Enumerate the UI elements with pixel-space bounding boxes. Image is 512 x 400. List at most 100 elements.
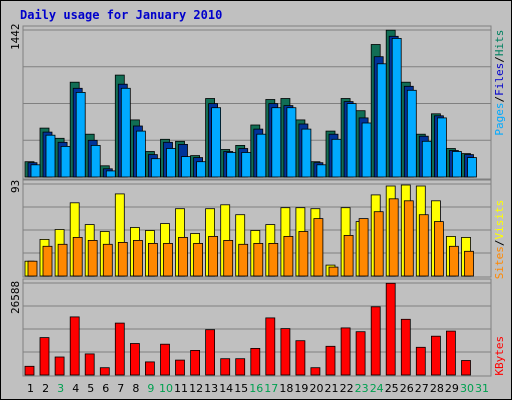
hits-bar-pages — [226, 152, 237, 178]
x-tick-label: 27 — [415, 382, 429, 395]
hits-bar-pages — [120, 87, 131, 178]
visits-bar-sites — [373, 211, 384, 277]
x-tick-label: 31 — [475, 382, 489, 395]
hits-bar-pages — [436, 117, 447, 178]
kbytes-bar-kbytes — [430, 335, 441, 376]
kbytes-bar-kbytes — [295, 340, 306, 376]
visits-bar-sites — [358, 218, 369, 277]
kbytes-bar-kbytes — [325, 345, 336, 376]
hits-ymax-label: 1442 — [9, 24, 22, 51]
visits-bar-sites — [268, 242, 279, 277]
hits-bar-pages — [346, 103, 357, 178]
hits-bar-pages — [286, 107, 297, 178]
visits-bar-sites — [117, 241, 128, 277]
x-tick-label: 18 — [279, 382, 293, 395]
kbytes-bar-kbytes — [99, 367, 110, 376]
x-tick-label: 22 — [340, 382, 354, 395]
x-tick-label: 29 — [445, 382, 459, 395]
x-tick-label: 19 — [294, 382, 308, 395]
visits-bar-sites — [433, 221, 444, 277]
visits-bar-sites — [464, 250, 474, 277]
kbytes-bar-kbytes — [205, 329, 216, 376]
x-tick-label: 8 — [132, 382, 139, 395]
visits-bar-sites — [42, 245, 53, 277]
kbytes-bar-kbytes — [235, 358, 246, 376]
visits-bar-sites — [72, 236, 83, 277]
kbytes-bar-kbytes — [129, 343, 140, 376]
visits-bar-sites — [343, 234, 354, 277]
hits-bar-pages — [271, 107, 282, 178]
hits-bar-pages — [391, 38, 402, 178]
kbytes-bar-kbytes — [114, 322, 125, 376]
visits-ymax-label: 93 — [9, 180, 22, 193]
hits-bar-pages — [45, 134, 56, 178]
hits-legend-separator: / — [493, 96, 506, 103]
x-tick-label: 4 — [72, 382, 79, 395]
x-tick-label: 6 — [102, 382, 109, 395]
hits-bar-pages — [196, 161, 207, 178]
visits-bar-sites — [238, 243, 249, 277]
kbytes-bar-kbytes — [340, 327, 351, 376]
kbytes-bar-kbytes — [310, 367, 321, 376]
visits-legend-visits: Visits — [493, 200, 506, 240]
hits-bar-pages — [361, 122, 372, 178]
visits-bar-sites — [388, 198, 399, 277]
x-tick-label: 5 — [87, 382, 94, 395]
visits-bar-sites — [313, 218, 324, 277]
kbytes-bar-kbytes — [24, 365, 35, 376]
visits-bar-sites — [448, 245, 459, 277]
x-tick-label: 7 — [117, 382, 124, 395]
visits-bar-sites — [147, 242, 158, 277]
x-tick-label: 2 — [42, 382, 49, 395]
kbytes-bar-kbytes — [445, 330, 456, 376]
hits-bar-pages — [256, 133, 267, 178]
visits-bar-sites — [193, 242, 204, 277]
hits-bar-pages — [135, 130, 146, 178]
hits-bar-pages — [75, 92, 86, 178]
x-tick-label: 20 — [310, 382, 324, 395]
x-tick-label: 28 — [430, 382, 444, 395]
x-tick-label: 9 — [147, 382, 154, 395]
hits-bar-pages — [331, 138, 342, 178]
x-tick-label: 30 — [460, 382, 474, 395]
visits-legend-sites: Sites — [493, 246, 506, 279]
kbytes-bar-kbytes — [190, 349, 201, 376]
visits-legend-separator: / — [493, 239, 506, 246]
kbytes-ymax-label: 26588 — [9, 281, 22, 314]
hits-bar-pages — [30, 164, 41, 178]
x-tick-label: 17 — [264, 382, 278, 395]
hits-bar-pages — [316, 164, 327, 178]
visits-bar-sites — [403, 200, 414, 277]
chart-title: Daily usage for January 2010 — [20, 8, 223, 22]
visits-bar-sites — [298, 231, 309, 277]
hits-bar-pages — [406, 89, 417, 178]
visits-bar-sites — [163, 242, 173, 277]
visits-bar-sites — [178, 236, 188, 277]
kbytes-bar-kbytes — [400, 318, 411, 376]
x-tick-label: 25 — [385, 382, 399, 395]
x-tick-label: 3 — [57, 382, 64, 395]
kbytes-bar-kbytes — [84, 353, 95, 376]
kbytes-bar-kbytes — [250, 347, 261, 376]
hits-bar-pages — [467, 157, 477, 178]
x-tick-label: 14 — [219, 382, 233, 395]
hits-legend: Pages/Files/Hits — [493, 30, 506, 136]
visits-bar-sites — [132, 239, 143, 277]
visits-legend: Sites/Visits — [493, 200, 506, 280]
x-tick-label: 16 — [249, 382, 263, 395]
x-tick-label: 10 — [159, 382, 173, 395]
hits-bar-pages — [181, 156, 191, 178]
hits-bar-pages — [90, 144, 101, 178]
hits-legend-pages: Pages — [493, 102, 506, 135]
kbytes-bar-kbytes — [280, 328, 291, 376]
x-tick-label: 24 — [370, 382, 384, 395]
visits-bar-sites — [27, 260, 38, 277]
kbytes-bar-kbytes — [39, 337, 50, 376]
x-tick-label: 13 — [204, 382, 218, 395]
hits-legend-separator: / — [493, 56, 506, 63]
kbytes-bar-kbytes — [415, 346, 426, 376]
hits-legend-hits: Hits — [493, 30, 506, 57]
kbytes-bar-kbytes — [385, 282, 396, 376]
visits-bar-sites — [283, 235, 294, 277]
